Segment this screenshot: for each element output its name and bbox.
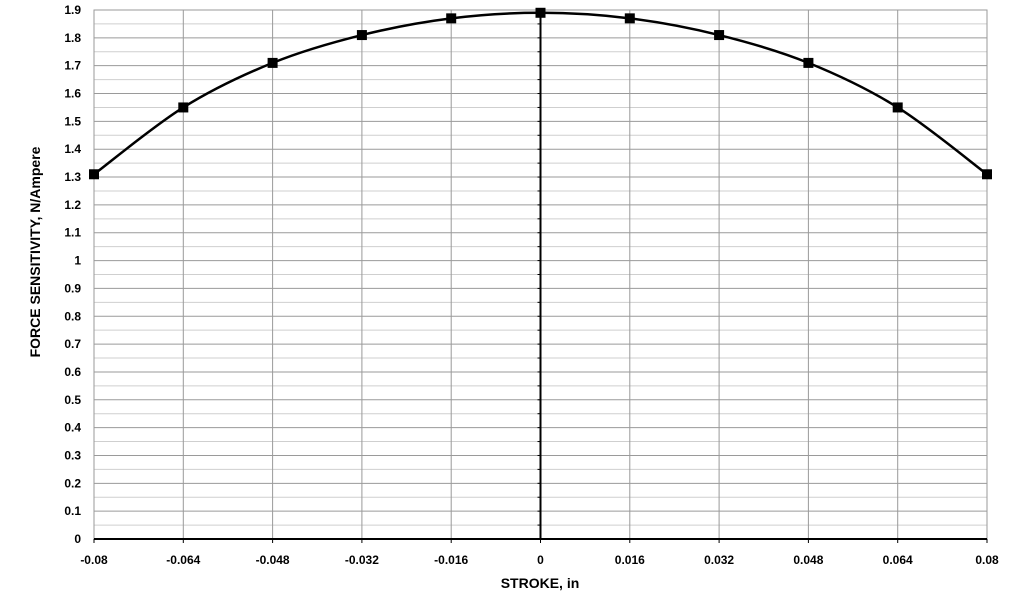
y-tick-label: 0.2: [64, 476, 81, 490]
data-point-marker: [982, 169, 992, 180]
y-tick-label: 0.5: [64, 393, 81, 407]
y-tick-label: 0.9: [64, 281, 81, 295]
y-axis-title: FORCE SENSITIVITY, N/Ampere: [27, 146, 43, 357]
data-point-marker: [178, 102, 189, 113]
y-tick-label: 1.5: [64, 114, 81, 128]
data-series: [89, 7, 992, 180]
y-tick-label: 1: [74, 254, 81, 268]
data-point-marker: [535, 7, 546, 18]
y-tick-label: 1.4: [64, 142, 81, 156]
y-tick-label: 1.8: [64, 31, 81, 45]
y-tick-label: 0.7: [64, 337, 81, 351]
y-tick-label: 1.9: [64, 3, 81, 17]
axes: [93, 9, 988, 543]
x-tick-label: 0.064: [883, 553, 913, 567]
y-tick-label: 0.8: [64, 309, 81, 323]
y-tick-label: 0.6: [64, 365, 81, 379]
x-axis-title: STROKE, in: [501, 575, 580, 591]
x-tick-label: 0.048: [793, 553, 823, 567]
y-tick-label: 1.6: [64, 87, 81, 101]
y-tick-label: 1.2: [64, 198, 81, 212]
y-tick-label: 1.3: [64, 170, 81, 184]
data-point-marker: [624, 13, 635, 24]
x-tick-label: -0.08: [80, 553, 108, 567]
data-point-marker: [714, 30, 725, 41]
y-tick-label: 0.4: [64, 421, 81, 435]
y-tick-label: 0.1: [64, 504, 81, 518]
y-tick-label: 0.3: [64, 448, 81, 462]
y-tick-label: 1.7: [64, 59, 81, 73]
data-point-marker: [446, 13, 457, 24]
x-tick-label: 0.016: [615, 553, 645, 567]
tick-labels: -0.08 -0.064 -0.048 -0.032 -0.016 0 0.016 0.032…: [64, 3, 999, 567]
x-tick-label: 0.08: [975, 553, 999, 567]
data-point-marker: [89, 169, 99, 180]
x-tick-label: 0: [537, 553, 544, 567]
y-tick-label: 1.1: [64, 226, 81, 240]
x-tick-label: -0.016: [434, 553, 468, 567]
x-tick-label: -0.032: [345, 553, 379, 567]
y-tick-label: 0: [74, 532, 81, 546]
data-point-marker: [803, 57, 814, 68]
x-tick-label: 0.032: [704, 553, 734, 567]
data-point-marker: [892, 102, 903, 113]
data-point-marker: [356, 30, 367, 41]
x-tick-label: -0.048: [256, 553, 290, 567]
data-point-marker: [267, 57, 278, 68]
x-tick-label: -0.064: [166, 553, 200, 567]
